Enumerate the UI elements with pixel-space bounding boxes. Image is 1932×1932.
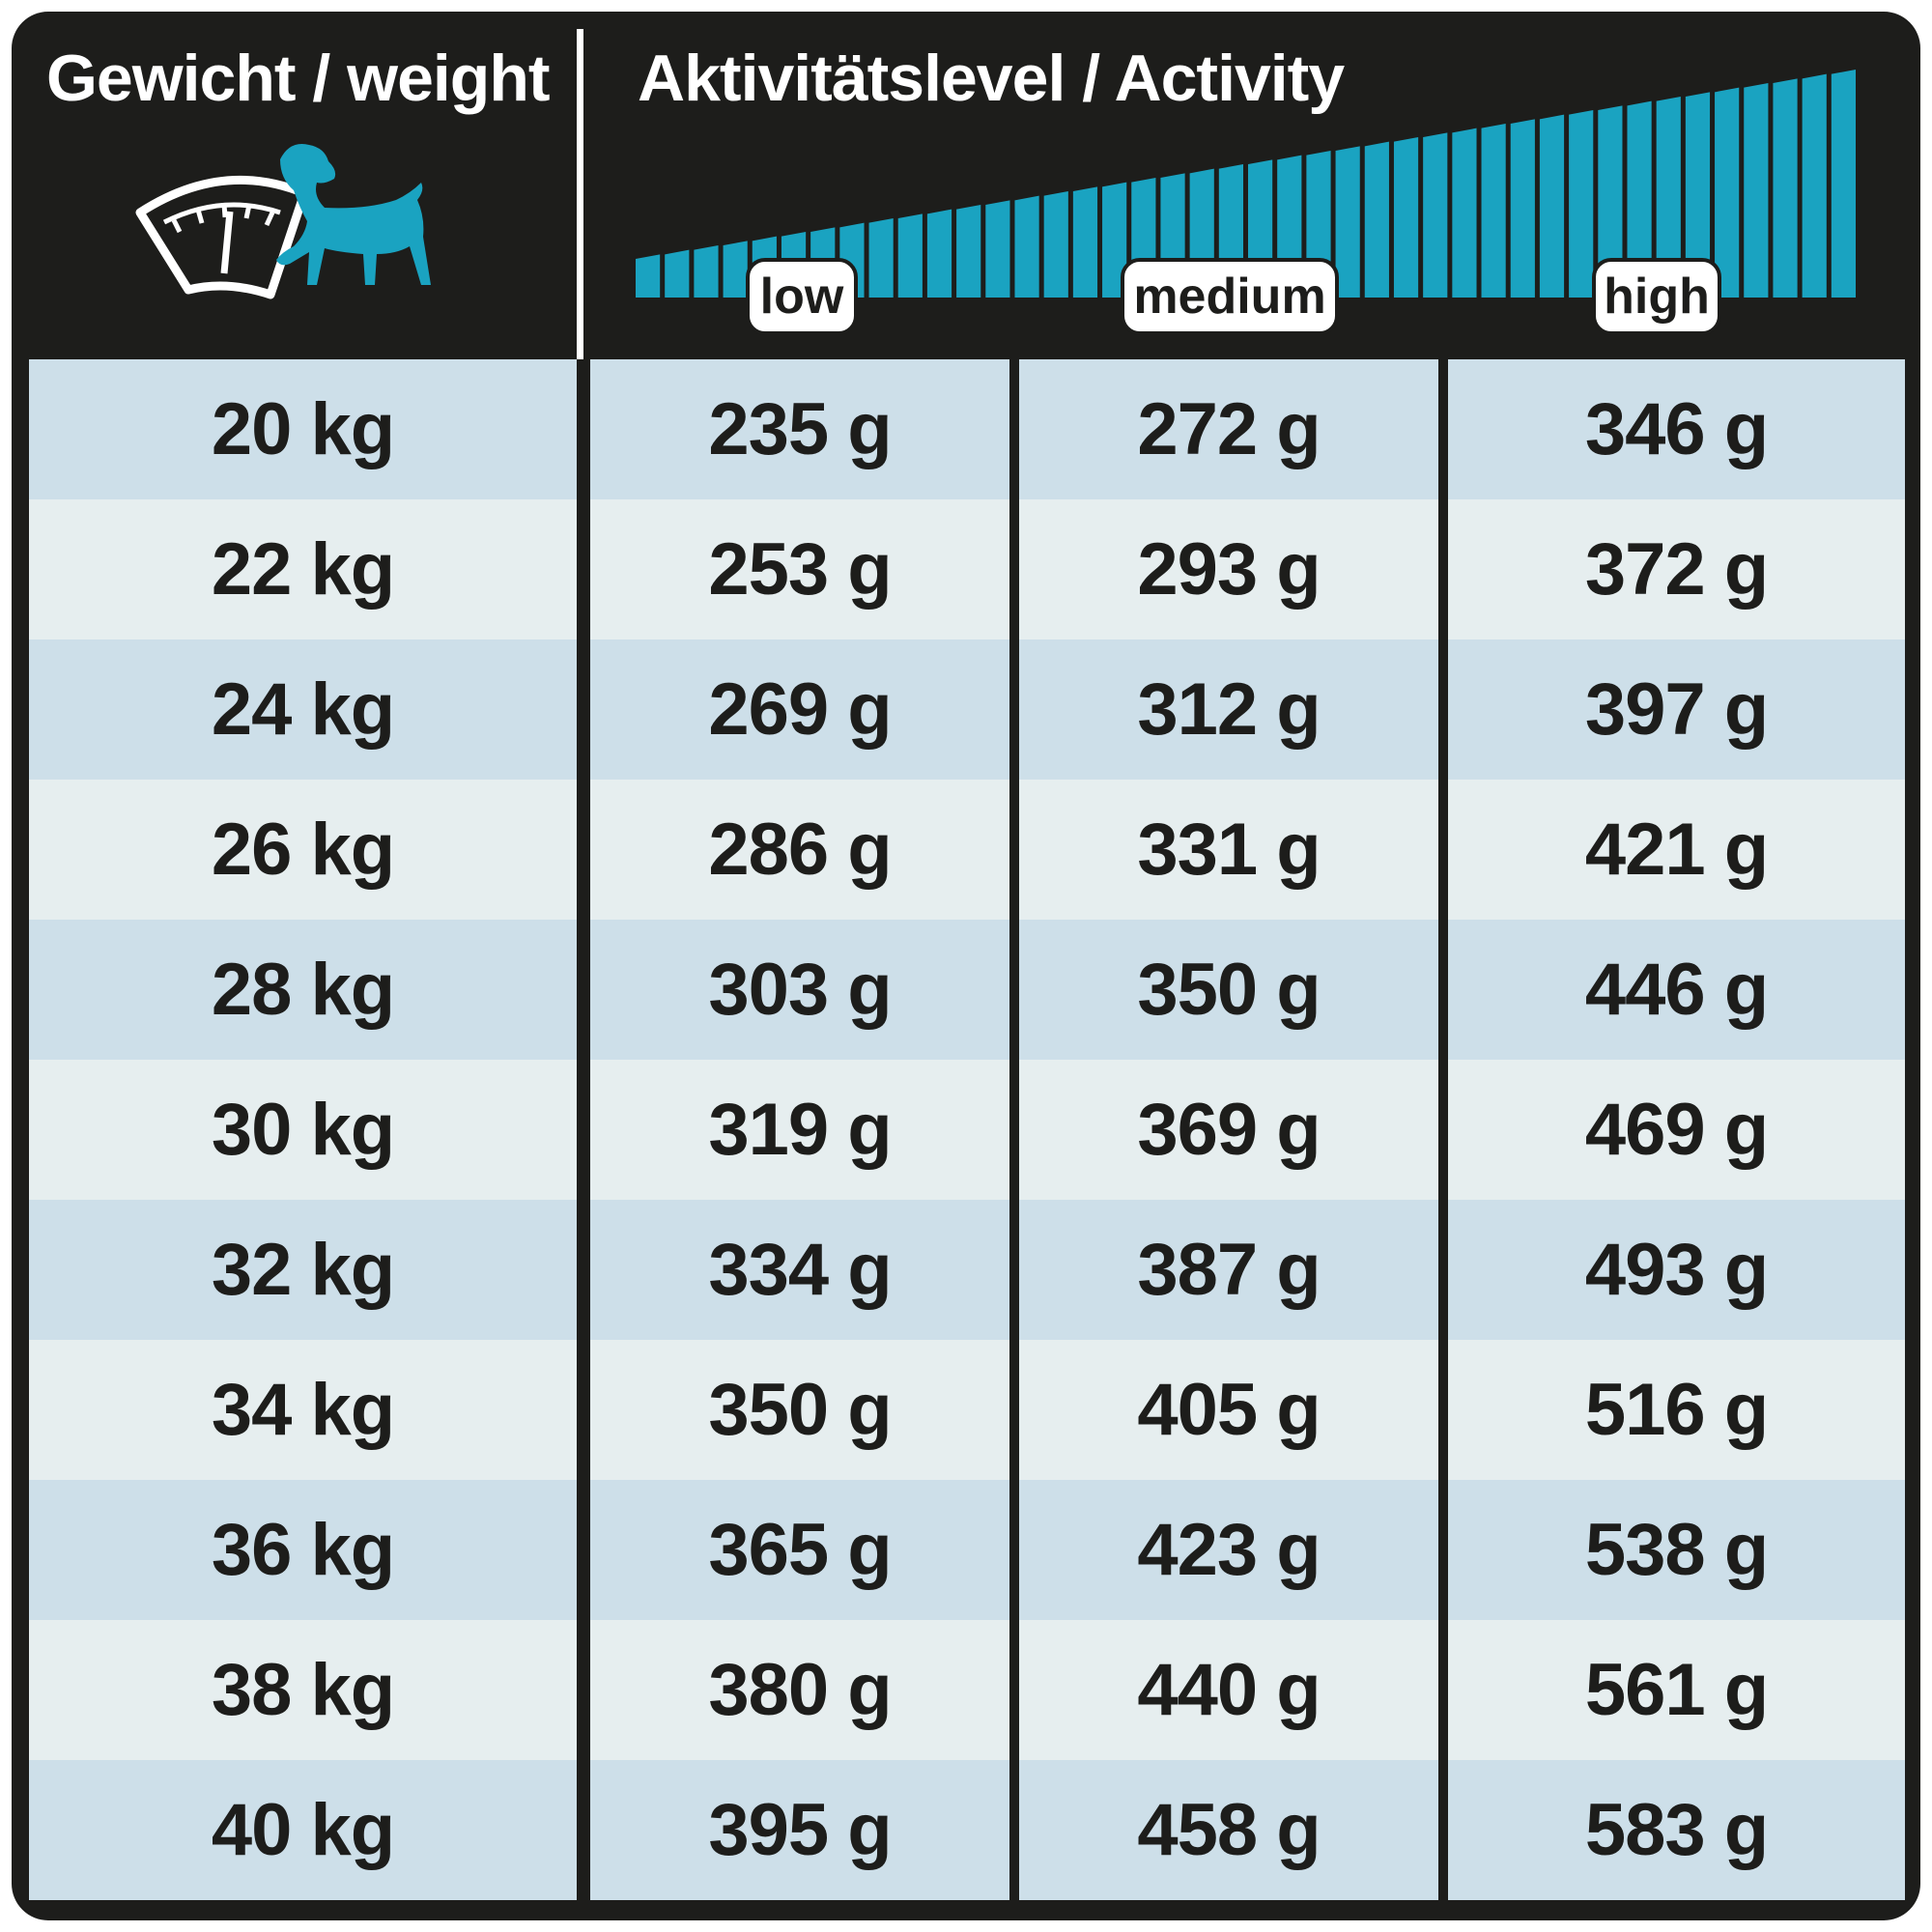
medium-activity-cell: 350 g bbox=[1137, 949, 1321, 1031]
table-row: 30 kg 319 g 369 g 469 g bbox=[29, 1060, 1905, 1200]
low-activity-cell: 319 g bbox=[708, 1089, 892, 1171]
activity-bar bbox=[1423, 132, 1448, 298]
activity-bar bbox=[956, 205, 981, 298]
activity-bar bbox=[1539, 114, 1565, 298]
activity-bar bbox=[1685, 92, 1711, 298]
medium-activity-cell: 293 g bbox=[1137, 528, 1321, 611]
activity-bar bbox=[1043, 191, 1068, 298]
weight-cell: 32 kg bbox=[211, 1229, 395, 1311]
column-divider bbox=[577, 359, 590, 1905]
medium-activity-cell: 440 g bbox=[1137, 1649, 1321, 1731]
activity-bar bbox=[1481, 124, 1506, 298]
high-activity-cell: 516 g bbox=[1584, 1369, 1769, 1451]
low-activity-cell: 269 g bbox=[708, 668, 892, 751]
low-activity-cell: 286 g bbox=[708, 809, 892, 891]
low-activity-cell: 235 g bbox=[708, 388, 892, 470]
high-activity-cell: 397 g bbox=[1584, 668, 1769, 751]
low-activity-cell: 334 g bbox=[708, 1229, 892, 1311]
activity-bar bbox=[1773, 78, 1798, 298]
table-row: 38 kg 380 g 440 g 561 g bbox=[29, 1620, 1905, 1760]
low-activity-cell: 303 g bbox=[708, 949, 892, 1031]
low-activity-cell: 365 g bbox=[708, 1509, 892, 1591]
medium-activity-cell: 423 g bbox=[1137, 1509, 1321, 1591]
activity-bar bbox=[1102, 182, 1127, 298]
table-row: 20 kg 235 g 272 g 346 g bbox=[29, 359, 1905, 499]
low-activity-cell: 253 g bbox=[708, 528, 892, 611]
weight-cell: 26 kg bbox=[211, 809, 395, 891]
scale-with-dog-icon bbox=[135, 144, 431, 299]
activity-bar bbox=[1744, 83, 1769, 298]
medium-activity-cell: 458 g bbox=[1137, 1789, 1321, 1871]
table-row: 28 kg 303 g 350 g 446 g bbox=[29, 920, 1905, 1060]
weight-cell: 22 kg bbox=[211, 528, 395, 611]
activity-level-high-label: high bbox=[1592, 258, 1721, 335]
activity-bar bbox=[868, 218, 894, 298]
activity-bar bbox=[1014, 195, 1039, 298]
activity-bar bbox=[1598, 105, 1623, 298]
table-row: 36 kg 365 g 423 g 538 g bbox=[29, 1480, 1905, 1620]
activity-bar bbox=[694, 245, 719, 298]
activity-bar bbox=[1072, 186, 1098, 298]
medium-activity-cell: 272 g bbox=[1137, 388, 1321, 470]
activity-bar bbox=[1393, 137, 1419, 298]
activity-bar bbox=[926, 209, 952, 298]
activity-column-header: Aktivitätslevel / Activity bbox=[638, 42, 1345, 115]
high-activity-cell: 493 g bbox=[1584, 1229, 1769, 1311]
activity-bar bbox=[1802, 73, 1827, 298]
medium-activity-cell: 331 g bbox=[1137, 809, 1321, 891]
activity-bar bbox=[636, 254, 661, 298]
weight-cell: 30 kg bbox=[211, 1089, 395, 1171]
table-row: 26 kg 286 g 331 g 421 g bbox=[29, 780, 1905, 920]
activity-bar bbox=[1569, 110, 1594, 298]
weight-cell: 20 kg bbox=[211, 388, 395, 470]
medium-activity-cell: 369 g bbox=[1137, 1089, 1321, 1171]
feeding-amount-table: 20 kg 235 g 272 g 346 g 22 kg 253 g 293 g 372 g… bbox=[29, 359, 1905, 1905]
weight-cell: 40 kg bbox=[211, 1789, 395, 1871]
activity-bar bbox=[1510, 119, 1535, 298]
high-activity-cell: 538 g bbox=[1584, 1509, 1769, 1591]
activity-bar bbox=[1656, 97, 1681, 298]
activity-level-medium-label: medium bbox=[1121, 258, 1339, 335]
low-activity-cell: 395 g bbox=[708, 1789, 892, 1871]
activity-bar bbox=[1335, 146, 1360, 298]
weight-cell: 34 kg bbox=[211, 1369, 395, 1451]
low-activity-cell: 350 g bbox=[708, 1369, 892, 1451]
high-activity-cell: 561 g bbox=[1584, 1649, 1769, 1731]
weight-cell: 36 kg bbox=[211, 1509, 395, 1591]
activity-bar bbox=[1364, 141, 1389, 298]
table-row: 40 kg 395 g 458 g 583 g bbox=[29, 1760, 1905, 1900]
medium-activity-cell: 387 g bbox=[1137, 1229, 1321, 1311]
column-divider bbox=[1009, 359, 1019, 1905]
weight-cell: 24 kg bbox=[211, 668, 395, 751]
weight-cell: 38 kg bbox=[211, 1649, 395, 1731]
high-activity-cell: 583 g bbox=[1584, 1789, 1769, 1871]
activity-bar bbox=[985, 200, 1010, 298]
high-activity-cell: 446 g bbox=[1584, 949, 1769, 1031]
activity-bar bbox=[665, 249, 690, 298]
activity-level-low-label: low bbox=[746, 258, 858, 335]
low-activity-cell: 380 g bbox=[708, 1649, 892, 1731]
high-activity-cell: 421 g bbox=[1584, 809, 1769, 891]
weight-cell: 28 kg bbox=[211, 949, 395, 1031]
high-activity-cell: 372 g bbox=[1584, 528, 1769, 611]
high-activity-cell: 469 g bbox=[1584, 1089, 1769, 1171]
medium-activity-cell: 405 g bbox=[1137, 1369, 1321, 1451]
activity-bar bbox=[723, 241, 748, 298]
activity-bar bbox=[1452, 128, 1477, 298]
weight-column-header: Gewicht / weight bbox=[46, 42, 550, 115]
activity-bar bbox=[1831, 70, 1856, 298]
table-row: 22 kg 253 g 293 g 372 g bbox=[29, 499, 1905, 639]
medium-activity-cell: 312 g bbox=[1137, 668, 1321, 751]
table-row: 24 kg 269 g 312 g 397 g bbox=[29, 639, 1905, 780]
activity-bar bbox=[897, 213, 923, 298]
table-row: 32 kg 334 g 387 g 493 g bbox=[29, 1200, 1905, 1340]
table-row: 34 kg 350 g 405 g 516 g bbox=[29, 1340, 1905, 1480]
high-activity-cell: 346 g bbox=[1584, 388, 1769, 470]
column-divider bbox=[1438, 359, 1448, 1905]
activity-bar bbox=[1715, 87, 1740, 298]
activity-bar bbox=[1627, 100, 1652, 298]
